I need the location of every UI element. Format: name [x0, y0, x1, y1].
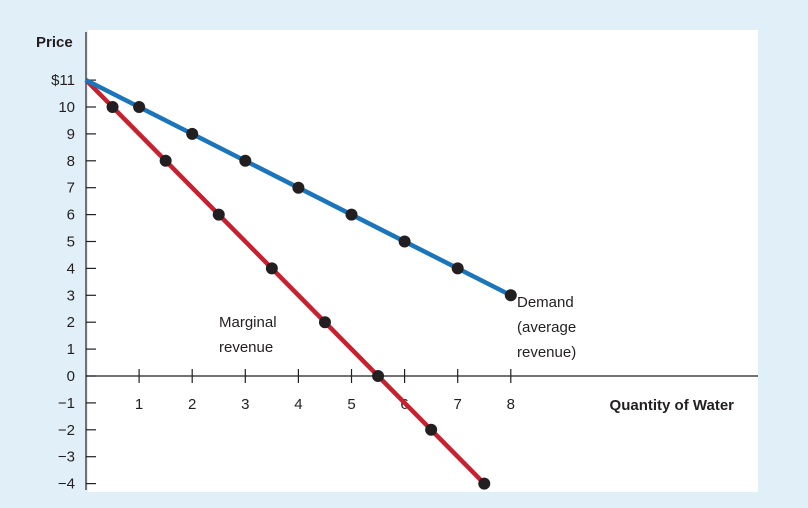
marginal-revenue-point	[212, 208, 225, 221]
y-tick-label: 2	[67, 314, 75, 331]
x-tick-label: 7	[454, 396, 462, 413]
x-tick-label: 8	[507, 396, 515, 413]
y-tick-label: −3	[58, 449, 75, 466]
y-tick-label: $11	[51, 72, 75, 89]
marginal-revenue-point	[478, 477, 491, 490]
y-tick-label: 9	[67, 126, 75, 143]
plot-background	[88, 30, 758, 492]
demand-point	[239, 154, 252, 167]
x-tick-label: 5	[347, 396, 355, 413]
y-tick-label: 10	[58, 99, 75, 116]
demand-point	[186, 127, 199, 140]
x-tick-label: 4	[294, 396, 302, 413]
x-tick-label: 3	[241, 396, 249, 413]
y-axis-title: Price	[36, 34, 73, 51]
demand-point	[504, 289, 517, 302]
demand-annotation-line: (average	[517, 319, 576, 336]
marginal-revenue-point	[106, 101, 119, 113]
demand-annotation-line: Demand	[517, 294, 574, 311]
y-tick-label: 7	[67, 180, 75, 197]
y-tick-label: 6	[67, 207, 75, 224]
marginal-revenue-line	[84, 78, 486, 486]
demand-annotation-line: revenue)	[517, 344, 576, 361]
marginal-revenue-point	[265, 262, 278, 275]
demand-point	[451, 262, 464, 275]
y-tick-label: −2	[58, 422, 75, 439]
x-tick-label: 1	[135, 396, 143, 413]
y-tick-label: 1	[67, 341, 75, 358]
marginal-revenue-annotation-line: Marginal	[219, 314, 277, 331]
y-tick-label: −4	[58, 476, 75, 493]
demand-point	[133, 101, 146, 113]
demand-point	[292, 181, 305, 194]
y-tick-label: 5	[67, 234, 75, 251]
marginal-revenue-point	[318, 316, 331, 329]
marginal-revenue-point	[425, 423, 438, 436]
y-tick-label: 0	[67, 368, 75, 385]
marginal-revenue-annotation-line: revenue	[219, 339, 273, 356]
demand-point	[345, 208, 358, 221]
demand-point	[398, 235, 411, 248]
y-tick-label: −1	[58, 395, 75, 412]
y-tick-label: 4	[67, 260, 75, 277]
x-tick-label: 2	[188, 396, 196, 413]
y-tick-label: 8	[67, 153, 75, 170]
marginal-revenue-point	[372, 370, 385, 382]
x-axis-title: Quantity of Water	[610, 397, 735, 414]
y-tick-label: 3	[67, 287, 75, 304]
marginal-revenue-point	[159, 154, 172, 167]
